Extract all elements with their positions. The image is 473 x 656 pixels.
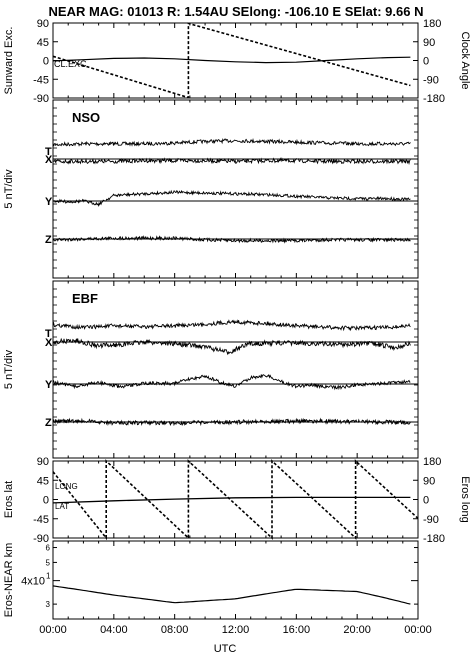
- component-label-Y-ebf: Y: [45, 379, 53, 391]
- series-line-lat: [52, 496, 411, 504]
- y-axis-label-nso: 5 nT/div: [3, 169, 15, 209]
- y-tick-label-right: -90: [423, 74, 439, 86]
- y-tick-label-right: 180: [423, 456, 441, 468]
- y-axis-label-ebf: 5 nT/div: [3, 349, 15, 389]
- y-tick-exponent-range: 1: [46, 572, 51, 581]
- y-tick-label-right: -180: [423, 533, 445, 545]
- y-tick-label-right: 90: [423, 475, 435, 487]
- y-minor-label-range: 6: [46, 544, 51, 553]
- series-line-Z-ebf: [52, 417, 411, 427]
- panel-label-nso: NSO: [72, 110, 100, 125]
- y-tick-label-left: 90: [37, 18, 49, 30]
- y-tick-label-left: 0: [43, 495, 49, 507]
- component-label-Z-nso: Z: [45, 234, 52, 246]
- series-line-sunward: [52, 56, 411, 64]
- y-axis-label-right-eros-long: Eros long: [459, 476, 471, 522]
- y-tick-label-left: -45: [33, 514, 49, 526]
- series-line-T-nso: [52, 137, 411, 147]
- panel-frame-ebf: [52, 280, 419, 459]
- y-tick-label-left: -90: [33, 533, 49, 545]
- annotation-long: LONG: [55, 482, 78, 491]
- y-tick-label-left: 0: [43, 56, 49, 68]
- x-tick-label: 16:00: [283, 624, 311, 636]
- y-tick-label-left: -45: [33, 74, 49, 86]
- y-tick-label-right: -90: [423, 514, 439, 526]
- series-line-Z-nso: [52, 235, 411, 244]
- y-tick-label-right: -180: [423, 93, 445, 105]
- panel-frame-nso: [52, 99, 419, 279]
- x-tick-label: 20:00: [343, 624, 371, 636]
- y-axis-label-left-eros-lat: Eros lat: [3, 481, 15, 518]
- x-tick-label: 04:00: [100, 624, 128, 636]
- y-axis-label-left-sunward: Sunward Exc.: [3, 27, 15, 95]
- x-tick-label: 00:00: [39, 624, 67, 636]
- panel-frame-eros-near-range: [52, 540, 419, 620]
- series-line-clock: [52, 22, 411, 99]
- y-tick-label-left: 45: [37, 37, 49, 49]
- y-axis-label-eros-near: Eros-NEAR km: [3, 543, 15, 618]
- component-label-Z-ebf: Z: [45, 417, 52, 429]
- annotation-lat: LAT: [55, 502, 69, 511]
- chart-title: NEAR MAG: 01013 R: 1.54AU SElong: -106.1…: [49, 4, 424, 19]
- component-label-T-nso: T: [45, 146, 52, 158]
- series-line-X-nso: [52, 157, 411, 165]
- y-tick-label-left: 45: [37, 475, 49, 487]
- y-tick-label-range: 4x10: [21, 576, 45, 588]
- x-tick-label: 08:00: [161, 624, 189, 636]
- y-tick-label-left: -90: [33, 93, 49, 105]
- panel-frame-sunward-clock: [52, 22, 419, 99]
- y-tick-label-right: 0: [423, 495, 429, 507]
- series-line-long: [52, 459, 419, 541]
- y-minor-label-range: 5: [46, 558, 51, 567]
- series-line-T-ebf: [52, 319, 411, 332]
- x-tick-label: 12:00: [222, 624, 250, 636]
- series-line-range: [52, 585, 411, 605]
- component-label-T-ebf: T: [45, 328, 52, 340]
- panel-label-ebf: EBF: [72, 291, 98, 306]
- component-label-X-ebf: X: [45, 337, 53, 349]
- annotation-clexc: CL.EXC.: [54, 59, 89, 69]
- series-line-X-ebf: [52, 337, 411, 356]
- x-axis-label: UTC: [214, 643, 237, 655]
- y-axis-label-right-clock: Clock Angle: [459, 31, 471, 89]
- y-tick-label-right: 0: [423, 56, 429, 68]
- y-tick-label-right: 180: [423, 18, 441, 30]
- series-line-Y-ebf: [52, 373, 411, 391]
- series-line-Y-nso: [52, 189, 411, 207]
- x-tick-label: 00:00: [404, 624, 432, 636]
- y-minor-label-range: 3: [46, 600, 51, 609]
- y-tick-label-left: 90: [37, 456, 49, 468]
- y-tick-label-right: 90: [423, 37, 435, 49]
- panel-frame-eros-lat-long: [52, 460, 419, 539]
- component-label-Y-nso: Y: [45, 196, 53, 208]
- component-label-X-nso: X: [45, 154, 53, 166]
